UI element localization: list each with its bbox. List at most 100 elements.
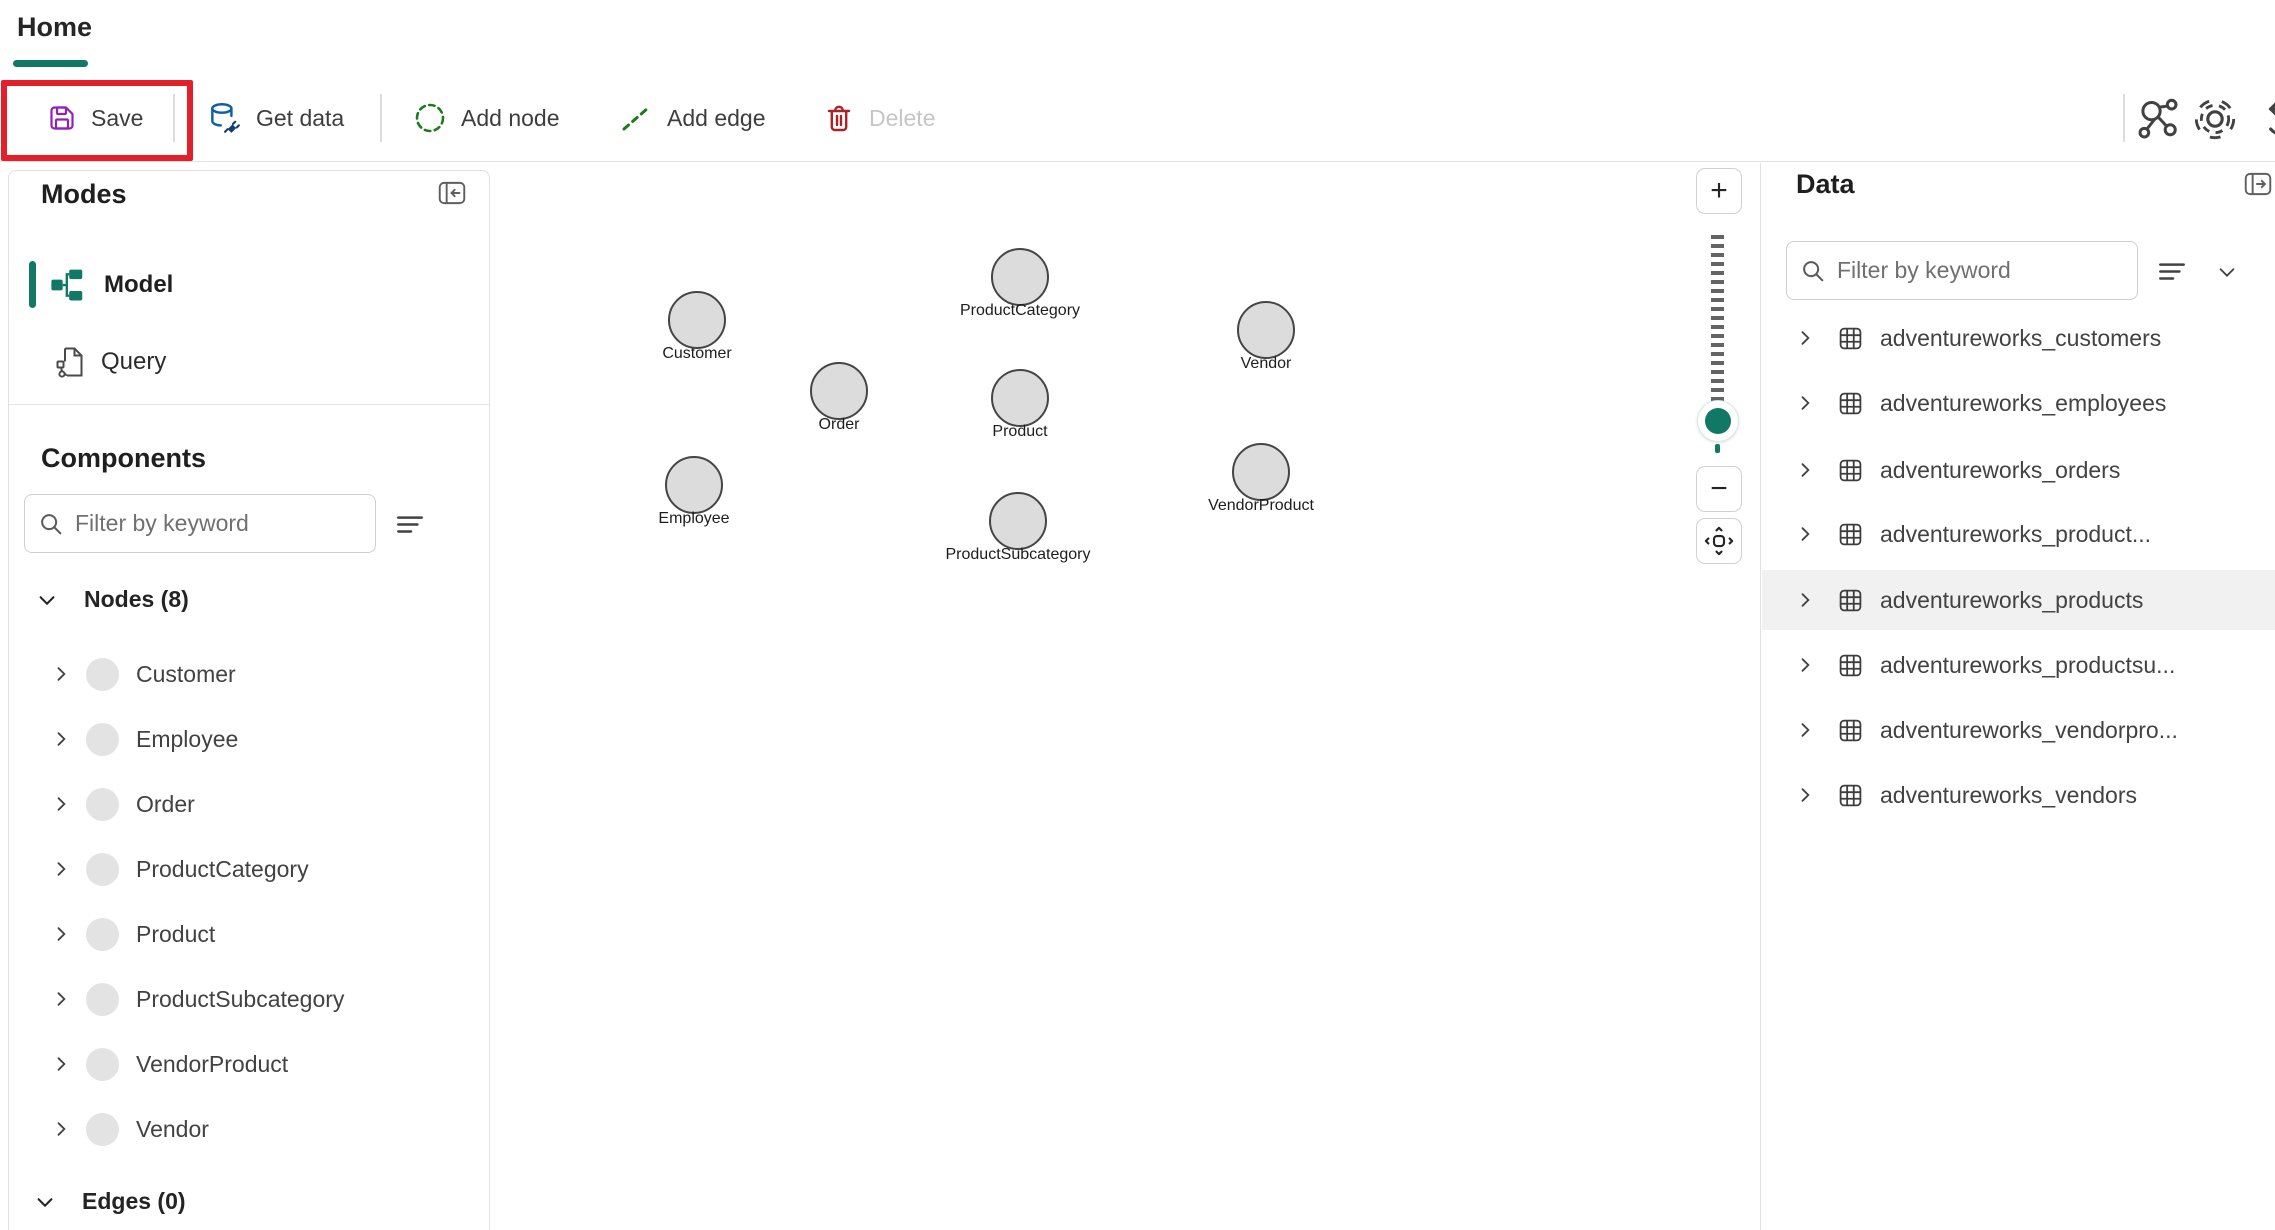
node-list-item[interactable]: Employee — [9, 709, 489, 769]
graph-node-circle[interactable] — [668, 291, 726, 349]
table-icon — [1837, 457, 1864, 484]
chevron-right-icon[interactable] — [1795, 460, 1815, 480]
graph-node-circle[interactable] — [991, 369, 1049, 427]
data-filter-options-button[interactable] — [2156, 255, 2188, 292]
get-data-button[interactable]: Get data — [206, 94, 344, 142]
model-icon — [49, 266, 87, 304]
chevron-right-icon[interactable] — [51, 794, 71, 814]
node-list-label: Customer — [136, 660, 236, 687]
save-label: Save — [91, 104, 144, 131]
add-node-button[interactable]: Add node — [413, 94, 559, 142]
collapse-data-panel-button[interactable] — [2242, 168, 2274, 200]
dashed-circle-icon — [413, 101, 447, 135]
node-list-item[interactable]: ProductSubcategory — [9, 969, 489, 1029]
table-row[interactable]: adventureworks_product... — [1762, 504, 2275, 564]
zoom-out-button[interactable]: − — [1696, 466, 1742, 512]
chevron-right-icon[interactable] — [51, 1119, 71, 1139]
node-color-swatch — [86, 982, 119, 1016]
graph-node[interactable]: Employee — [658, 456, 730, 527]
table-row-label: adventureworks_productsu... — [1880, 651, 2176, 678]
chevron-right-icon[interactable] — [1795, 785, 1815, 805]
table-row-label: adventureworks_product... — [1880, 520, 2152, 547]
graph-node[interactable]: Vendor — [1237, 301, 1295, 372]
node-color-swatch — [86, 852, 119, 886]
table-row[interactable]: adventureworks_employees — [1762, 373, 2275, 433]
chevron-right-icon[interactable] — [51, 924, 71, 944]
graph-node[interactable]: Order — [810, 362, 868, 433]
mode-item-query[interactable]: Query — [9, 336, 489, 388]
tab-home[interactable]: Home — [17, 12, 93, 42]
mode-item-model[interactable]: Model — [9, 259, 489, 311]
node-color-swatch — [86, 1112, 119, 1146]
data-panel: Data adventure — [1760, 163, 2275, 1230]
chevron-right-icon[interactable] — [1795, 524, 1815, 544]
table-row[interactable]: adventureworks_productsu... — [1762, 635, 2275, 695]
graph-node[interactable]: Product — [991, 369, 1049, 440]
graph-canvas[interactable]: ProductCategory Customer Vendor Order Pr… — [490, 163, 1760, 1230]
chevron-right-icon[interactable] — [51, 1054, 71, 1074]
chevron-right-icon[interactable] — [1795, 328, 1815, 348]
table-icon — [1837, 587, 1864, 614]
graph-node-circle[interactable] — [810, 362, 868, 420]
chevron-down-icon — [34, 1191, 56, 1213]
save-icon — [47, 103, 77, 133]
edges-section-header[interactable]: Edges (0) — [34, 1188, 186, 1215]
components-filter-input[interactable] — [75, 510, 363, 537]
save-button[interactable]: Save — [47, 94, 143, 142]
graph-node[interactable]: ProductSubcategory — [946, 492, 1090, 563]
filter-lines-icon — [2156, 255, 2188, 287]
table-row[interactable]: adventureworks_vendorpro... — [1762, 700, 2275, 760]
graph-node[interactable]: Customer — [662, 291, 732, 362]
node-list-label: Vendor — [136, 1115, 209, 1142]
graph-node-circle[interactable] — [991, 248, 1049, 306]
add-edge-button[interactable]: Add edge — [619, 94, 765, 142]
zoom-slider-thumb-dot — [1705, 408, 1731, 434]
reset-view-button[interactable] — [2252, 96, 2275, 147]
table-row-label: adventureworks_employees — [1880, 389, 2167, 416]
chevron-right-icon[interactable] — [51, 729, 71, 749]
data-filter-dropdown-button[interactable] — [2216, 261, 2238, 288]
nodes-section-header[interactable]: Nodes (8) — [36, 586, 189, 613]
data-filter-input[interactable] — [1837, 257, 2125, 284]
zoom-slider-track[interactable] — [1711, 235, 1724, 403]
zoom-in-button[interactable]: + — [1696, 168, 1742, 214]
node-list-item[interactable]: Order — [9, 774, 489, 834]
graph-node-circle[interactable] — [665, 456, 723, 514]
chevron-right-icon[interactable] — [51, 859, 71, 879]
delete-button[interactable]: Delete — [823, 94, 935, 142]
fit-view-button[interactable] — [1696, 518, 1742, 564]
node-list-item[interactable]: Vendor — [9, 1099, 489, 1159]
table-icon — [1837, 390, 1864, 417]
components-filter-options-button[interactable] — [394, 508, 426, 545]
search-icon — [1799, 257, 1827, 285]
chevron-down-icon — [2216, 261, 2238, 283]
zoom-slider-thumb[interactable] — [1697, 400, 1739, 442]
chevron-right-icon[interactable] — [51, 989, 71, 1009]
graph-node[interactable]: VendorProduct — [1208, 443, 1314, 514]
graph-node[interactable]: ProductCategory — [960, 248, 1080, 319]
focus-view-button[interactable] — [2192, 96, 2238, 147]
chevron-right-icon[interactable] — [51, 664, 71, 684]
chevron-right-icon[interactable] — [1795, 655, 1815, 675]
graph-node-circle[interactable] — [1232, 443, 1290, 501]
layout-graph-button[interactable] — [2135, 96, 2181, 147]
get-data-label: Get data — [256, 104, 345, 131]
node-list-item[interactable]: Customer — [9, 644, 489, 704]
graph-node-label: VendorProduct — [1208, 497, 1314, 514]
graph-node-circle[interactable] — [1237, 301, 1295, 359]
chevron-right-icon[interactable] — [1795, 590, 1815, 610]
table-row[interactable]: adventureworks_orders — [1762, 440, 2275, 500]
query-icon — [54, 345, 88, 379]
node-list-item[interactable]: Product — [9, 904, 489, 964]
collapse-left-panel-button[interactable] — [436, 177, 468, 209]
node-list-item[interactable]: ProductCategory — [9, 839, 489, 899]
modes-panel-title: Modes — [41, 179, 127, 209]
chevron-right-icon[interactable] — [1795, 720, 1815, 740]
node-list-item[interactable]: VendorProduct — [9, 1034, 489, 1094]
graph-node-circle[interactable] — [989, 492, 1047, 550]
table-row[interactable]: adventureworks_customers — [1762, 308, 2275, 368]
table-icon — [1837, 652, 1864, 679]
table-row[interactable]: adventureworks_vendors — [1762, 765, 2275, 825]
table-row-selected[interactable]: adventureworks_products — [1762, 570, 2275, 630]
chevron-right-icon[interactable] — [1795, 393, 1815, 413]
